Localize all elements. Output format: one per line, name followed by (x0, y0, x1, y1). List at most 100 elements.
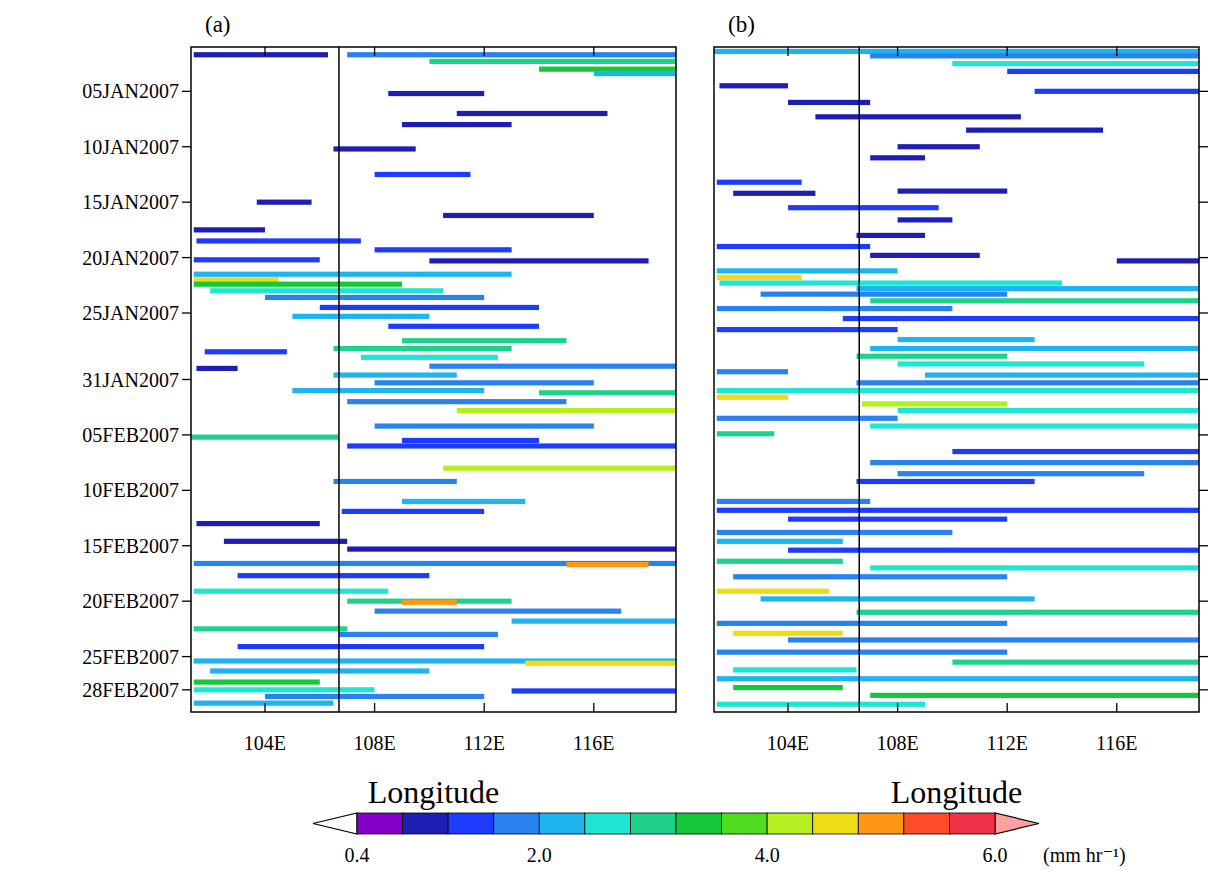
y-tick-label: 25FEB2007 (82, 646, 179, 668)
colorbar-box (676, 813, 722, 834)
precip-streak (717, 589, 829, 594)
precip-streak (898, 471, 1145, 476)
precip-streak (717, 508, 1199, 513)
colorbar-box (539, 813, 585, 834)
precip-streak (719, 280, 1062, 285)
precip-streak (339, 632, 498, 637)
precip-streak (870, 693, 1199, 698)
x-tick (1116, 703, 1117, 712)
streaks (714, 47, 1199, 712)
precip-streak (194, 679, 320, 684)
x-tick (374, 703, 375, 712)
streaks (191, 47, 676, 712)
precip-streak (257, 200, 312, 205)
precip-streak (333, 479, 456, 484)
colorbar-tick-label: 4.0 (755, 844, 780, 866)
y-tick (182, 379, 191, 380)
precip-streak (388, 91, 484, 96)
precip-streak (333, 372, 456, 377)
precip-streak (194, 589, 389, 594)
precip-streak (539, 390, 676, 395)
precip-streak (402, 122, 512, 127)
precip-streak (194, 626, 347, 631)
precip-streak (1007, 69, 1199, 74)
panel-title: (b) (728, 12, 755, 37)
precip-streak (717, 621, 1007, 626)
y-tick (1199, 257, 1208, 258)
precip-streak (429, 59, 676, 64)
precip-streak (512, 619, 676, 624)
precip-streak (194, 257, 320, 262)
precip-streak (402, 338, 566, 343)
precip-streak (856, 380, 1199, 385)
colorbar-label: (mm hr⁻¹) (1043, 844, 1126, 867)
precip-streak (717, 650, 1007, 655)
precip-streak (1117, 258, 1199, 263)
y-tick (182, 490, 191, 491)
precip-streak (196, 366, 237, 371)
precip-streak (238, 573, 430, 578)
precip-streak (733, 191, 815, 196)
precip-streak (788, 100, 870, 105)
precip-streak (856, 233, 925, 238)
precip-streak (717, 275, 802, 280)
x-tick-label: 108E (353, 732, 395, 754)
precip-streak (761, 596, 1035, 601)
precip-streak (347, 546, 676, 551)
y-tick (1199, 601, 1208, 602)
reference-line (858, 47, 860, 712)
x-tick-label: 112E (463, 732, 504, 754)
precip-streak (870, 565, 1199, 570)
precip-streak (717, 539, 843, 544)
y-tick (182, 91, 191, 92)
precip-streak (719, 83, 788, 88)
colorbar-box (630, 813, 676, 834)
precip-streak (292, 388, 484, 393)
precip-streak (205, 349, 287, 354)
panel-title: (a) (205, 12, 231, 37)
panel: 104E108E112E116E(b)Longitude (714, 12, 1208, 810)
y-tick (1199, 689, 1208, 690)
precip-streak (870, 346, 1199, 351)
precip-streak (898, 337, 1035, 342)
x-tick (787, 47, 788, 56)
reference-line (338, 47, 340, 712)
colorbar-tick-label: 0.4 (345, 844, 370, 866)
precip-streak (375, 380, 594, 385)
precip-streak (194, 277, 279, 282)
y-tick (182, 656, 191, 657)
precip-streak (443, 466, 676, 471)
precip-streak (788, 517, 1007, 522)
y-tick (182, 434, 191, 435)
y-tick (1199, 146, 1208, 147)
x-tick-label: 104E (244, 732, 286, 754)
y-tick (182, 601, 191, 602)
x-tick (897, 703, 898, 712)
precip-streak (194, 272, 512, 277)
y-tick (1199, 312, 1208, 313)
colorbar-box (403, 813, 449, 834)
precip-streak (862, 401, 1007, 406)
y-tick-label: 15FEB2007 (82, 535, 179, 557)
y-tick-label: 10FEB2007 (82, 479, 179, 501)
precip-streak (717, 676, 1199, 681)
colorbar-box (448, 813, 494, 834)
y-tick (182, 689, 191, 690)
x-tick-label: 116E (1096, 732, 1137, 754)
precip-streak (194, 227, 265, 232)
precip-streak (717, 559, 843, 564)
precip-streak (429, 364, 676, 369)
precip-streak (320, 305, 539, 310)
colorbar-box (767, 813, 813, 834)
y-tick (182, 312, 191, 313)
colorbar-box (357, 813, 403, 834)
x-tick (897, 47, 898, 56)
precip-streak (347, 399, 566, 404)
precip-streak (856, 610, 1199, 615)
precip-streak (347, 52, 676, 57)
precip-streak (733, 631, 843, 636)
precip-streak (525, 661, 676, 666)
precip-streak (717, 369, 788, 374)
x-tick-label: 104E (767, 732, 809, 754)
precip-streak (443, 213, 594, 218)
